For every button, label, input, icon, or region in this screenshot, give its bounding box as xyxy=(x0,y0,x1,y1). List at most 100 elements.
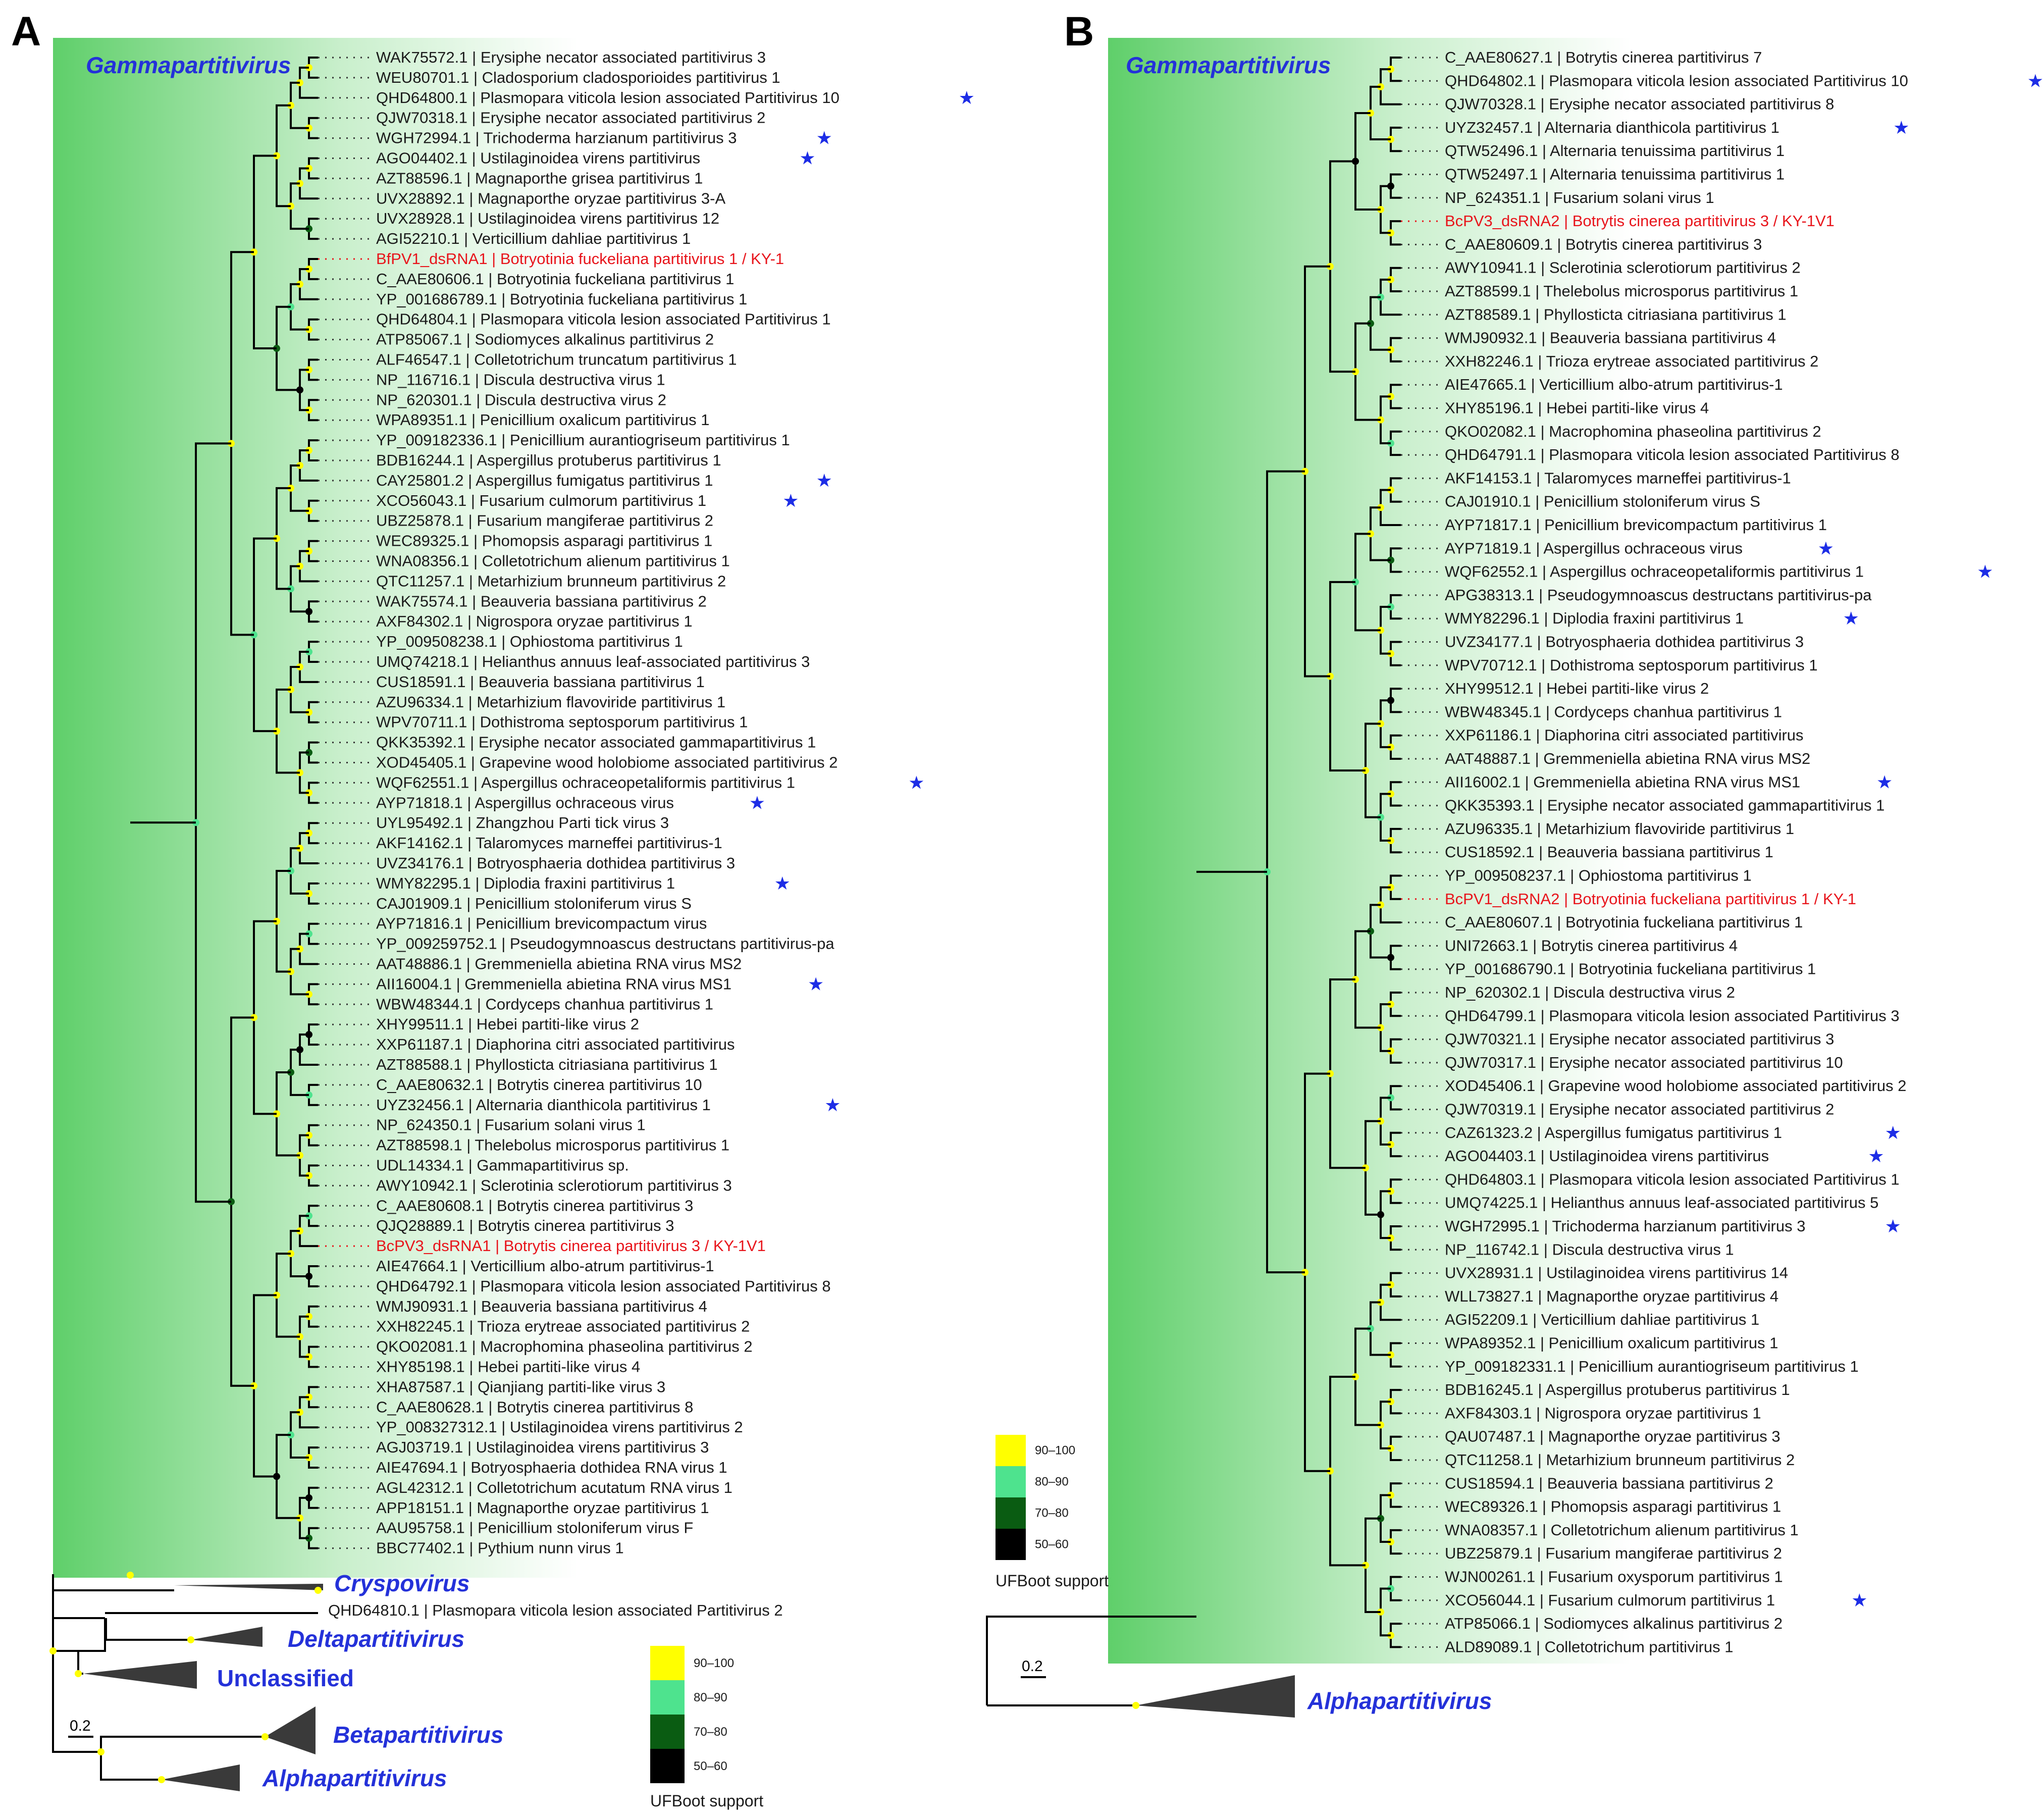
taxon-id: CUS18591.1 xyxy=(376,673,466,691)
taxon-name: Fusarium solani virus 1 xyxy=(1553,189,1714,206)
taxon-label: XHY99512.1 | Hebei partiti-like virus 2 xyxy=(1445,680,1709,697)
taxon-row: QKO02081.1 | Macrophomina phaseolina par… xyxy=(318,1338,753,1356)
taxon-label: YP_009182331.1 | Penicillium aurantiogri… xyxy=(1445,1358,1859,1375)
taxon-name: Plasmopara viticola lesion associated Pa… xyxy=(480,310,830,328)
legend-swatch xyxy=(650,1715,685,1749)
scale-label-a: 0.2 xyxy=(70,1718,91,1734)
taxon-name: Beauveria bassiana partitivirus 1 xyxy=(1547,843,1773,861)
taxon-name: Hebei partiti-like virus 2 xyxy=(477,1015,639,1033)
taxon-label: C_AAE80628.1 | Botrytis cinerea partitiv… xyxy=(376,1398,693,1416)
taxon-label: WAK75572.1 | Erysiphe necator associated… xyxy=(376,48,766,66)
taxon-label: AYP71818.1 | Aspergillus ochraceous viru… xyxy=(376,794,674,811)
taxon-name: Phyllosticta citriasiana partitivirus 1 xyxy=(1544,305,1787,323)
legend-item: 50–60 xyxy=(995,1529,1069,1560)
taxon-label: WPV70712.1 | Dothistroma septosporum par… xyxy=(1445,656,1818,674)
taxon-id: XHA87587.1 xyxy=(376,1378,465,1395)
taxon-name: Aspergillus fumigatus partitivirus 1 xyxy=(1545,1124,1782,1142)
taxon-label: QHD64804.1 | Plasmopara viticola lesion … xyxy=(376,310,831,328)
legend-item: 90–100 xyxy=(995,1435,1075,1466)
taxon-row: QJW70321.1 | Erysiphe necator associated… xyxy=(1401,1030,1834,1048)
taxon-id: BBC77402.1 xyxy=(376,1539,465,1557)
taxon-name: Thelebolus microsporus partitivirus 1 xyxy=(475,1136,729,1154)
taxon-name: Ustilaginoidea virens partitivirus xyxy=(480,149,700,167)
taxon-name: Diaphorina citri associated partitivirus xyxy=(476,1035,735,1053)
taxon-id: NP_620301.1 xyxy=(376,391,472,408)
taxon-id: YP_001686790.1 xyxy=(1445,960,1566,978)
taxon-label: ALF46547.1 | Colletotrichum truncatum pa… xyxy=(376,351,737,369)
taxon-row: WAK75574.1 | Beauveria bassiana partitiv… xyxy=(318,592,707,610)
taxon-id: AZT88588.1 xyxy=(376,1056,462,1073)
taxon-label: UBZ25878.1 | Fusarium mangiferae partiti… xyxy=(376,512,713,530)
taxon-label: AXF84302.1 | Nigrospora oryzae partitivi… xyxy=(376,612,693,630)
taxon-label: XHY85198.1 | Hebei partiti-like virus 4 xyxy=(376,1358,640,1376)
taxon-label: UYL95492.1 | Zhangzhou Parti tick virus … xyxy=(376,814,669,832)
taxon-row: UYZ32457.1 | Alternaria dianthicola part… xyxy=(1401,118,1909,138)
taxon-label: QTC11257.1 | Metarhizium brunneum partit… xyxy=(376,572,726,590)
taxon-label: AIE47694.1 | Botryosphaeria dothidea RNA… xyxy=(376,1459,727,1476)
taxon-row: XHY99512.1 | Hebei partiti-like virus 2 xyxy=(1401,680,1709,697)
taxon-id: WMJ90931.1 xyxy=(376,1298,468,1315)
taxon-row: QHD64799.1 | Plasmopara viticola lesion … xyxy=(1401,1007,1900,1024)
taxon-name: Ustilaginoidea virens partitivirus 14 xyxy=(1546,1264,1788,1282)
taxon-id: AAT48886.1 xyxy=(376,955,462,973)
taxon-id: APP18151.1 xyxy=(376,1499,464,1517)
taxon-label: NP_624351.1 | Fusarium solani virus 1 xyxy=(1445,189,1714,206)
taxon-label: QHD64803.1 | Plasmopara viticola lesion … xyxy=(1445,1170,1900,1188)
taxon-row: C_AAE80632.1 | Botrytis cinerea partitiv… xyxy=(318,1076,702,1094)
taxon-name: Aspergillus protuberus partitivirus 1 xyxy=(477,451,721,469)
taxon-label: QKO02082.1 | Macrophomina phaseolina par… xyxy=(1445,423,1821,440)
taxon-row: UYL95492.1 | Zhangzhou Parti tick virus … xyxy=(318,814,669,832)
taxon-row: YP_001686789.1 | Botryotinia fuckeliana … xyxy=(318,290,747,308)
taxon-row: AZT88589.1 | Phyllosticta citriasiana pa… xyxy=(1401,305,1787,323)
taxon-name: Erysiphe necator associated gammapartiti… xyxy=(479,734,816,751)
legend-swatch xyxy=(995,1529,1026,1560)
taxon-id: AXF84302.1 xyxy=(376,612,463,630)
taxon-id: NP_624351.1 xyxy=(1445,189,1541,206)
taxon-label: BBC77402.1 | Pythium nunn virus 1 xyxy=(376,1539,624,1557)
taxon-name: Ustilaginoidea virens partitivirus 2 xyxy=(510,1418,743,1436)
taxon-id: ATP85066.1 xyxy=(1445,1615,1531,1632)
taxon-label: WPA89351.1 | Penicillium oxalicum partit… xyxy=(376,411,709,429)
taxon-row: C_AAE80627.1 | Botrytis cinerea partitiv… xyxy=(1401,48,1762,66)
taxon-row: NP_620301.1 | Discula destructiva virus … xyxy=(318,391,666,408)
taxon-id: QHD64792.1 xyxy=(376,1277,467,1295)
taxon-name: Pseudogymnoascus destructans partitiviru… xyxy=(510,935,834,953)
taxon-label: QHD64800.1 | Plasmopara viticola lesion … xyxy=(376,89,840,107)
taxon-name: Colletotrichum truncatum partitivirus 1 xyxy=(474,351,737,369)
taxon-label: QHD64792.1 | Plasmopara viticola lesion … xyxy=(376,1277,831,1295)
taxon-row: CAJ01909.1 | Penicillium stoloniferum vi… xyxy=(318,895,692,912)
taxon-id: UMQ74218.1 xyxy=(376,653,469,670)
star-icon: ★ xyxy=(1868,1146,1884,1167)
taxon-name: Plasmopara viticola lesion associated Pa… xyxy=(1549,1007,1899,1024)
taxon-label: QJW70319.1 | Erysiphe necator associated… xyxy=(1445,1101,1834,1118)
taxon-label: NP_620301.1 | Discula destructiva virus … xyxy=(376,391,666,408)
star-icon: ★ xyxy=(824,1095,841,1116)
taxon-label: UMQ74225.1 | Helianthus annuus leaf-asso… xyxy=(1445,1194,1878,1212)
taxon-label: AZU96335.1 | Metarhizium flavoviride par… xyxy=(1445,820,1794,838)
taxon-label: WBW48345.1 | Cordyceps chanhua partitivi… xyxy=(1445,703,1782,720)
clade-label-unclassified: Unclassified xyxy=(217,1665,354,1691)
taxon-id: AIE47665.1 xyxy=(1445,376,1527,393)
taxon-id: UVZ34176.1 xyxy=(376,854,464,872)
taxon-name: Gremmeniella abietina RNA virus MS2 xyxy=(1543,750,1810,767)
taxon-id: QHD64800.1 xyxy=(376,89,467,107)
taxon-id: QKO02081.1 xyxy=(376,1338,467,1356)
taxon-row: WEC89325.1 | Phomopsis asparagi partitiv… xyxy=(318,532,712,550)
taxon-row: BcPV1_dsRNA2 | Botryotinia fuckeliana pa… xyxy=(1401,890,1856,908)
star-icon: ★ xyxy=(1893,118,1909,138)
taxon-row: CUS18594.1 | Beauveria bassiana partitiv… xyxy=(1401,1474,1773,1492)
taxon-label: AII16002.1 | Gremmeniella abietina RNA v… xyxy=(1445,773,1800,791)
taxon-row: AYP71817.1 | Penicillium brevicompactum … xyxy=(1401,516,1827,534)
taxon-name: Botrytis cinerea partitivirus 3 xyxy=(1565,235,1762,253)
taxon-id: AWY10942.1 xyxy=(376,1176,468,1194)
clade-label-alphapartitivirus-b: Alphapartitivirus xyxy=(1307,1688,1492,1714)
taxon-row: QAU07487.1 | Magnaporthe oryzae partitiv… xyxy=(1401,1428,1780,1445)
taxon-id: AYP71819.1 xyxy=(1445,539,1532,557)
taxon-row: C_AAE80607.1 | Botryotinia fuckeliana pa… xyxy=(1401,913,1803,931)
taxon-label: WAK75574.1 | Beauveria bassiana partitiv… xyxy=(376,592,707,610)
taxon-id: UBZ25878.1 xyxy=(376,512,464,530)
star-icon: ★ xyxy=(959,88,975,109)
collapsed-clade-deltapartitivirus: Deltapartitivirus xyxy=(191,1626,464,1652)
taxon-name: Helianthus annuus leaf-associated partit… xyxy=(1551,1194,1879,1212)
taxon-name: Erysiphe necator associated partitivirus… xyxy=(480,109,765,127)
